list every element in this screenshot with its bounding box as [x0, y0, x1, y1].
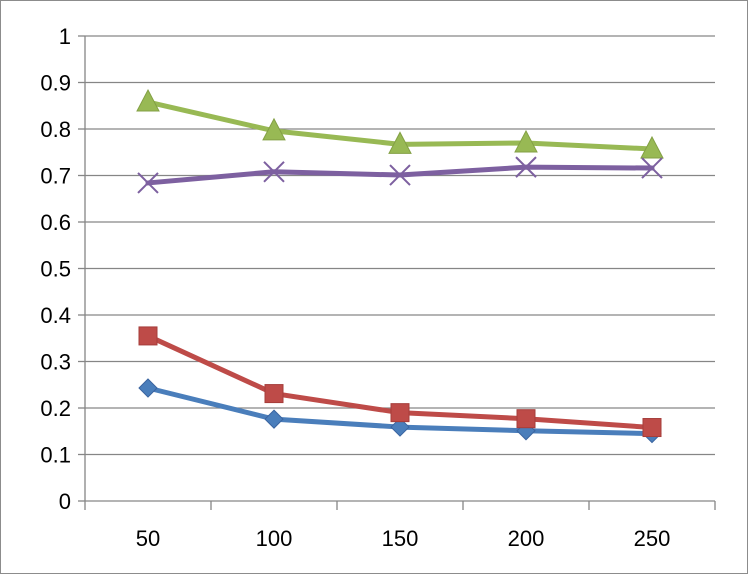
- gridlines: [85, 35, 715, 456]
- x-marker: [389, 164, 411, 186]
- square-marker: [390, 403, 410, 423]
- y-tick-label: 0.2: [40, 396, 71, 421]
- y-tick-label: 0.6: [40, 210, 71, 235]
- y-tick-label: 0.4: [40, 303, 71, 328]
- x-marker-stroke: [515, 156, 537, 178]
- y-tick-label: 0: [59, 489, 71, 514]
- series-4: [137, 156, 663, 194]
- square-marker: [516, 409, 536, 429]
- x-marker: [137, 172, 159, 194]
- triangle-marker: [262, 117, 286, 141]
- x-marker: [263, 161, 285, 183]
- series-3: [136, 88, 664, 159]
- y-tick-label: 0.1: [40, 443, 71, 468]
- x-marker: [641, 157, 663, 179]
- x-marker-stroke: [389, 164, 411, 186]
- diamond-marker: [264, 409, 284, 429]
- y-tick-label: 0.9: [40, 71, 71, 96]
- x-marker-stroke: [641, 157, 663, 179]
- triangle-marker: [640, 135, 664, 159]
- triangle-marker: [136, 88, 160, 112]
- square-marker: [264, 384, 284, 404]
- x-tick-label: 250: [634, 526, 671, 551]
- diamond-marker: [138, 378, 158, 398]
- x-marker-stroke: [137, 172, 159, 194]
- y-tick-labels: 0 0.1 0.2 0.3 0.4 0.5 0.6 0.7 0.8 0.9 1: [40, 24, 71, 514]
- y-tick-label: 0.7: [40, 164, 71, 189]
- series-2: [138, 326, 662, 438]
- square-marker: [138, 326, 158, 346]
- x-tick-label: 100: [256, 526, 293, 551]
- x-marker: [515, 156, 537, 178]
- y-tick-label: 0.3: [40, 350, 71, 375]
- x-tick-label: 50: [136, 526, 160, 551]
- y-tick-label: 0.5: [40, 257, 71, 282]
- x-tick-label: 150: [382, 526, 419, 551]
- series-lines: [136, 88, 664, 444]
- y-tick-label: 1: [59, 24, 71, 49]
- square-marker: [642, 418, 662, 438]
- triangle-marker: [388, 131, 412, 154]
- x-marker-stroke: [263, 161, 285, 183]
- diamond-marker: [390, 417, 410, 437]
- y-tick-label: 0.8: [40, 117, 71, 142]
- axes: [78, 35, 716, 510]
- x-tick-labels: 50 100 150 200 250: [136, 526, 671, 551]
- x-tick-label: 200: [508, 526, 545, 551]
- triangle-marker: [514, 129, 538, 153]
